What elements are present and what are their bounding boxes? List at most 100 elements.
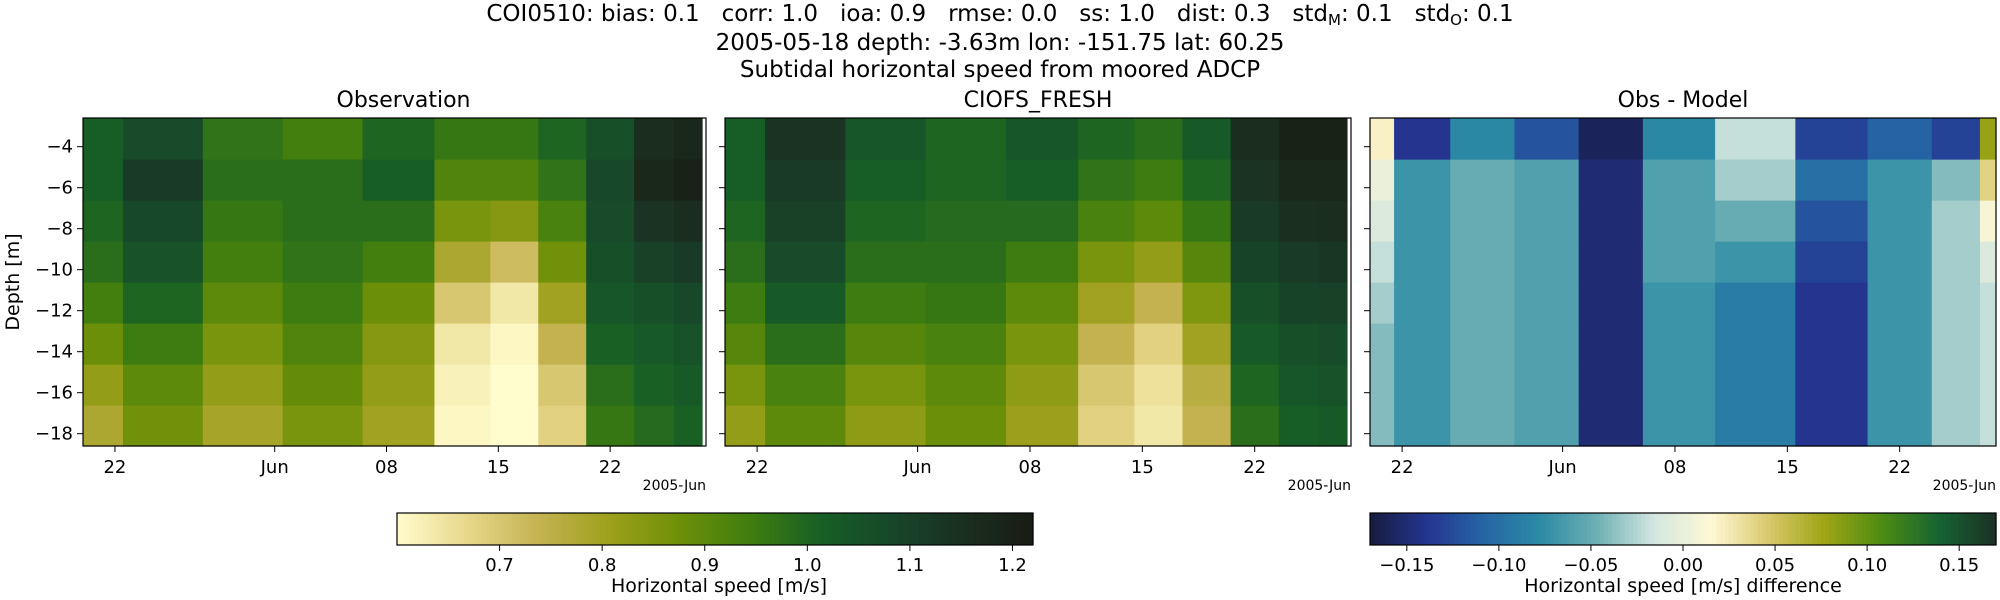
colorbar-swatch: [1983, 513, 1989, 545]
colorbar-swatch: [524, 513, 530, 545]
colorbar-swatch: [1411, 513, 1417, 545]
heatmap-cell-p2: [1715, 364, 1796, 407]
colorbar-swatch: [1954, 513, 1960, 545]
colorbar-swatch: [965, 513, 970, 545]
heatmap-cell-p2: [1514, 405, 1580, 447]
colorbar-swatch: [1762, 513, 1768, 545]
colorbar-swatch: [795, 513, 801, 545]
heatmap-cell-p0: [674, 118, 703, 161]
colorbar-swatch: [791, 513, 797, 545]
colorbar-swatch: [1879, 513, 1884, 545]
colorbar-swatch: [1795, 513, 1801, 545]
colorbar-swatch: [1432, 513, 1438, 545]
heatmap-cell-p1: [1005, 200, 1079, 243]
colorbar-swatch: [1645, 513, 1651, 545]
heatmap-cell-p2: [1867, 159, 1933, 202]
colorbar-swatch: [884, 513, 890, 545]
heatmap-cell-p2: [1514, 118, 1580, 161]
heatmap-cell-p1: [1005, 118, 1079, 161]
heatmap-cell-p0: [674, 241, 703, 284]
colorbar-swatch: [1557, 513, 1563, 545]
heatmap-cell-p2: [1370, 159, 1395, 202]
colorbar-swatch: [1678, 513, 1684, 545]
heatmap-cell-p1: [1078, 118, 1135, 161]
colorbar-swatch: [1524, 513, 1530, 545]
colorbar-tick-label: 0.00: [1663, 555, 1703, 576]
x-tick-label: 22: [1391, 457, 1414, 478]
heatmap-cell-p2: [1642, 200, 1716, 243]
heatmap-cell-p0: [202, 241, 284, 284]
heatmap-cell-p1: [765, 323, 846, 366]
colorbar-swatch: [1587, 513, 1592, 545]
colorbar-swatch: [871, 513, 877, 545]
colorbar-swatch: [1499, 513, 1505, 545]
colorbar-swatch: [528, 513, 534, 545]
heatmap-cell-p0: [282, 200, 364, 243]
colorbar-swatch: [1724, 513, 1730, 545]
heatmap-cell-p1: [1182, 200, 1232, 243]
heatmap-cell-p2: [1931, 364, 1981, 407]
colorbar-swatch: [1395, 513, 1400, 545]
colorbar-swatch: [1691, 513, 1697, 545]
heatmap-cell-p0: [434, 200, 491, 243]
colorbar-tick-label: 0.10: [1847, 555, 1887, 576]
heatmap-cell-p2: [1795, 200, 1869, 243]
colorbar-tick-label: 0.15: [1939, 555, 1979, 576]
colorbar-swatch: [1440, 513, 1446, 545]
heatmap-cell-p1: [1078, 200, 1135, 243]
colorbar-swatch: [693, 513, 699, 545]
heatmap-cell-p0: [538, 241, 587, 284]
heatmap-cell-p1: [1005, 159, 1079, 202]
colorbar-swatch: [1874, 513, 1880, 545]
colorbar-swatch: [719, 513, 725, 545]
heatmap-cell-p2: [1931, 159, 1981, 202]
heatmap-cell-p1: [765, 364, 846, 407]
colorbar-swatch: [1390, 513, 1396, 545]
colorbar-swatch: [876, 513, 881, 545]
colorbar-swatch: [1516, 513, 1521, 545]
colorbar-swatch: [1653, 513, 1659, 545]
heatmap-cell-p1: [925, 159, 1007, 202]
colorbar-tick-label: 0.9: [690, 555, 719, 576]
heatmap-cell-p1: [1318, 364, 1348, 407]
heatmap-cell-p0: [362, 241, 436, 284]
colorbar-swatch: [422, 513, 428, 545]
colorbar-swatch: [1482, 513, 1488, 545]
colorbar-swatch: [1491, 513, 1496, 545]
colorbar-swatch: [867, 513, 873, 545]
colorbar-swatch: [799, 513, 805, 545]
colorbar-swatch: [901, 513, 907, 545]
colorbar-swatch: [1895, 513, 1901, 545]
colorbar-swatch: [1541, 513, 1546, 545]
colorbar-swatch: [1933, 513, 1939, 545]
colorbar-swatch: [1370, 513, 1375, 545]
x-tick-label: Jun: [260, 457, 289, 478]
colorbar-swatch: [1378, 513, 1384, 545]
colorbar-swatch: [587, 513, 593, 545]
colorbar-swatch: [519, 513, 525, 545]
colorbar-swatch: [664, 513, 669, 545]
colorbar-swatch: [842, 513, 848, 545]
colorbar-swatch: [1011, 513, 1017, 545]
heatmap-cell-p2: [1370, 282, 1395, 325]
stats-title: COI0510: bias: 0.1 corr: 1.0 ioa: 0.9 rm…: [486, 1, 1514, 29]
colorbar-swatch: [409, 513, 415, 545]
colorbar-swatch: [1908, 513, 1914, 545]
heatmap-cell-p0: [202, 118, 284, 161]
colorbar-swatch: [1791, 513, 1797, 545]
heatmap-cell-p0: [122, 118, 204, 161]
colorbar-swatch: [413, 513, 419, 545]
heatmap-cell-p1: [1182, 159, 1232, 202]
colorbar-tick-label: 1.2: [998, 555, 1027, 576]
heatmap-cell-p1: [1230, 323, 1280, 366]
colorbar-swatch: [1561, 513, 1567, 545]
heatmap-cell-p2: [1578, 405, 1644, 447]
colorbar-swatch: [1991, 513, 1997, 545]
colorbar-swatch: [511, 513, 517, 545]
colorbar-swatch: [1745, 513, 1751, 545]
colorbar-swatch: [1683, 513, 1688, 545]
colorbar-swatch: [850, 513, 856, 545]
heatmap-cell-p0: [586, 241, 635, 284]
heatmap-cell-p2: [1931, 241, 1981, 284]
colorbar-swatch: [1712, 513, 1717, 545]
